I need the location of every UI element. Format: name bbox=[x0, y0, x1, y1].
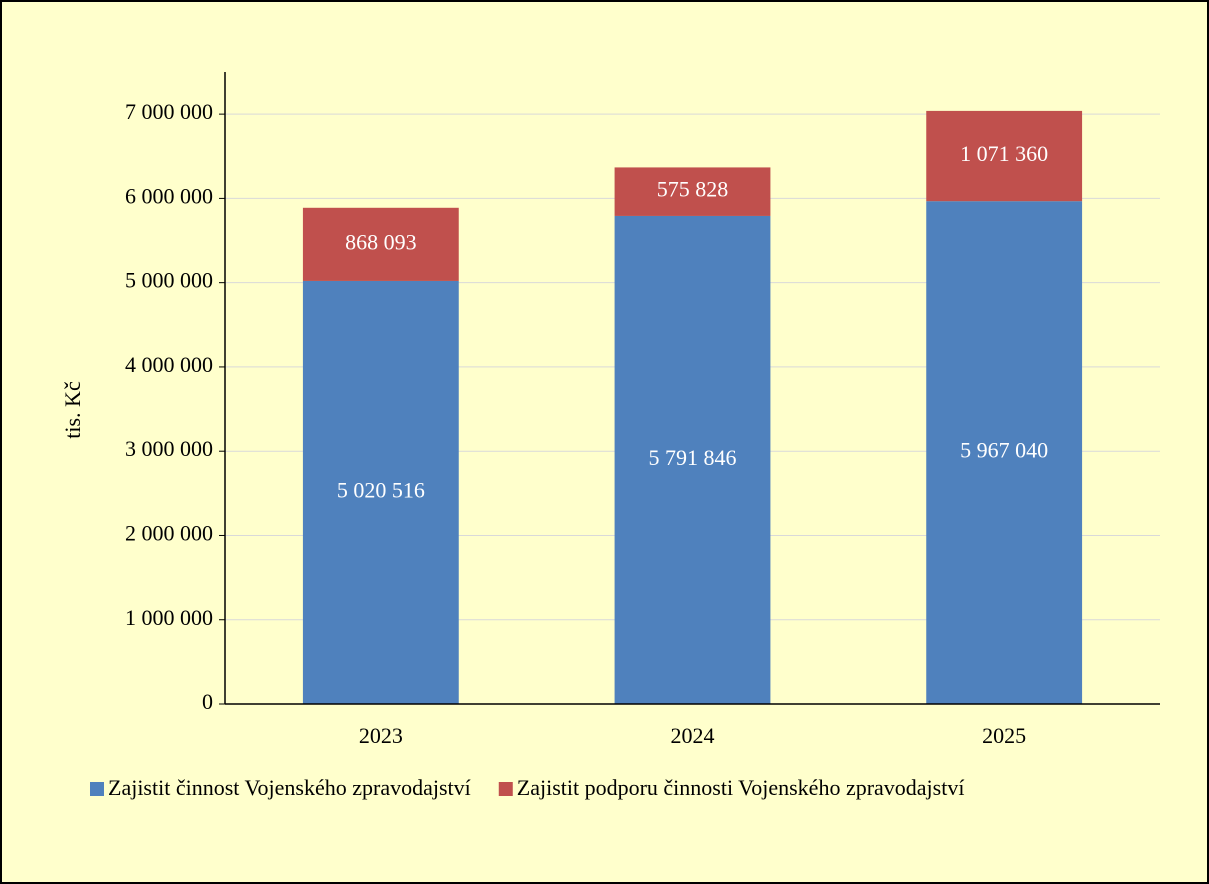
y-tick-label: 5 000 000 bbox=[125, 268, 213, 293]
y-tick-label: 2 000 000 bbox=[125, 521, 213, 546]
legend-label: Zajistit podporu činnosti Vojenského zpr… bbox=[517, 775, 965, 800]
bar-segment bbox=[302, 280, 459, 704]
legend-swatch bbox=[498, 782, 513, 796]
y-tick-label: 1 000 000 bbox=[125, 605, 213, 630]
data-label: 868 093 bbox=[345, 229, 417, 254]
data-label: 5 020 516 bbox=[337, 478, 425, 503]
bar-segment bbox=[302, 207, 459, 281]
y-tick-label: 7 000 000 bbox=[125, 99, 213, 124]
data-label: 1 071 360 bbox=[960, 141, 1048, 166]
bar-segment bbox=[614, 215, 771, 705]
data-label: 5 791 846 bbox=[649, 445, 737, 470]
y-tick-label: 3 000 000 bbox=[125, 436, 213, 461]
y-tick-label: 6 000 000 bbox=[125, 183, 213, 208]
y-tick-label: 0 bbox=[202, 689, 213, 714]
legend-label: Zajistit činnost Vojenského zpravodajstv… bbox=[108, 775, 471, 800]
legend-swatch bbox=[90, 782, 104, 796]
bar-segment bbox=[926, 110, 1083, 202]
data-label: 575 828 bbox=[657, 177, 729, 202]
x-tick-label: 2023 bbox=[359, 723, 403, 748]
x-tick-label: 2024 bbox=[671, 723, 715, 748]
y-tick-label: 4 000 000 bbox=[125, 352, 213, 377]
bar-segment bbox=[614, 167, 771, 216]
y-axis-label: tis. Kč bbox=[60, 381, 85, 439]
bar-segment bbox=[926, 201, 1083, 704]
x-tick-label: 2025 bbox=[982, 723, 1026, 748]
data-label: 5 967 040 bbox=[960, 438, 1048, 463]
